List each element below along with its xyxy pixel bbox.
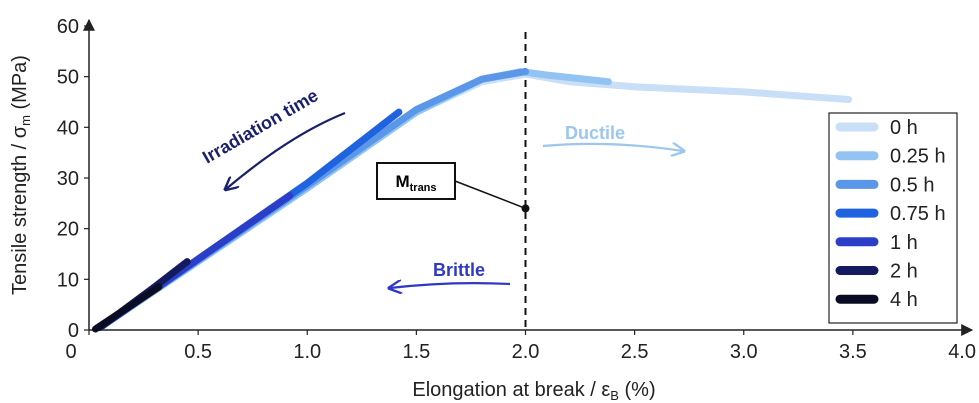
y-axis-title: Tensile strength / σm (MPa) <box>9 55 33 295</box>
legend-label: 4 h <box>890 289 918 311</box>
legend-label: 1 h <box>890 232 918 254</box>
x-ticks: 0 0.5 1.0 1.5 2.0 2.5 3.0 3.5 4.0 <box>65 330 976 363</box>
legend-label: 0.5 h <box>890 174 934 196</box>
series-line-0 <box>96 70 852 331</box>
x-axis-title-unit: (%) <box>619 379 656 401</box>
x-axis-title-sub: B <box>610 388 619 403</box>
x-tick-label: 3.0 <box>730 341 758 363</box>
legend-label: 0.25 h <box>890 146 946 168</box>
y-axis-title-unit: (MPa) <box>9 55 31 115</box>
legend: 0 h 0.25 h 0.5 h 0.75 h 1 h 2 h 4 h <box>828 112 958 324</box>
series-line-2 <box>96 68 529 331</box>
x-tick-label: 2.5 <box>621 341 649 363</box>
legend-label: 0 h <box>890 117 918 139</box>
m-trans-box <box>376 162 456 200</box>
m-trans-label-sub: trans <box>410 182 437 194</box>
y-tick-label: 10 <box>57 269 79 291</box>
x-tick-label: 2.0 <box>512 341 540 363</box>
x-tick-label: 1.5 <box>402 341 430 363</box>
y-tick-label: 20 <box>57 219 79 241</box>
brittle-label: Brittle <box>433 260 485 280</box>
series-line-6 <box>92 283 163 333</box>
brittle-arrow <box>390 283 511 288</box>
x-tick-label: 3.5 <box>839 341 867 363</box>
m-trans-point <box>521 204 530 213</box>
y-axis-title-sub: m <box>18 115 33 126</box>
legend-label: 0.75 h <box>890 203 946 225</box>
y-tick-label: 30 <box>57 168 79 190</box>
x-tick-label: 4.0 <box>948 341 976 363</box>
m-trans-label: Mtrans <box>395 172 436 194</box>
m-trans-leader <box>454 180 526 210</box>
y-tick-label: 0 <box>68 320 79 342</box>
x-axis-title: Elongation at break / εB (%) <box>412 379 655 403</box>
y-tick-label: 60 <box>57 16 79 38</box>
legend-box <box>828 112 958 324</box>
data-series <box>92 68 852 333</box>
y-tick-label: 50 <box>57 67 79 89</box>
irradiation-label: Irradiation time <box>199 85 322 167</box>
ductile-label: Ductile <box>565 123 625 143</box>
legend-label: 2 h <box>890 261 918 283</box>
y-ticks: 0 10 20 30 40 50 60 <box>57 16 89 342</box>
x-tick-label: 0.5 <box>184 341 212 363</box>
series-line-1 <box>96 68 612 331</box>
irradiation-arrow <box>226 111 346 189</box>
x-tick-label: 0 <box>65 341 76 363</box>
y-tick-label: 40 <box>57 117 79 139</box>
ductile-arrow <box>542 144 683 151</box>
x-tick-label: 1.0 <box>293 341 321 363</box>
